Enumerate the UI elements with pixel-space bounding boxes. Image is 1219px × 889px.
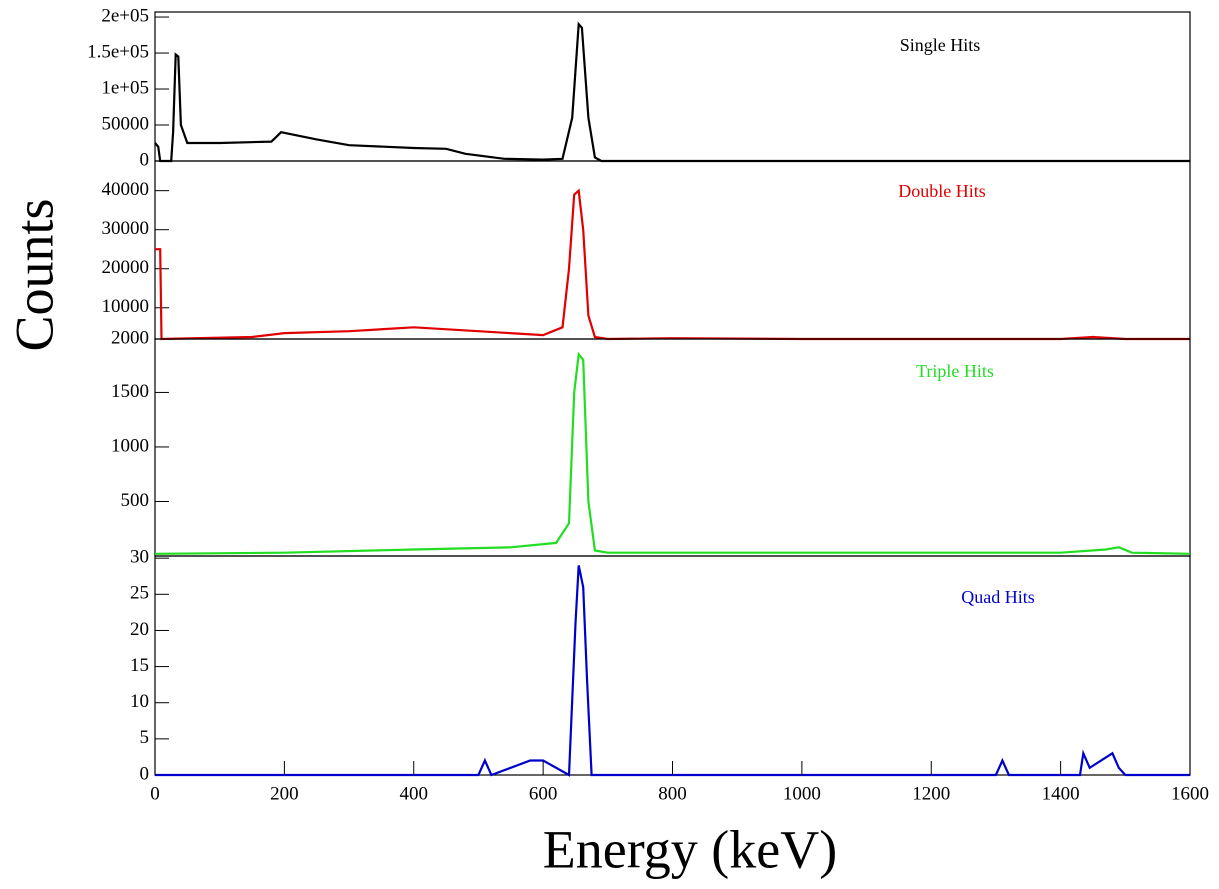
histogram-line (154, 21, 1190, 163)
panel-frame (154, 555, 1191, 776)
y-tick-label: 1.5e+05 (87, 41, 149, 62)
panel-title: Quad Hits (961, 587, 1035, 607)
x-tick-label: 1200 (912, 783, 950, 804)
y-tick-label: 30 (130, 547, 149, 568)
histogram-line (155, 188, 1190, 341)
y-tick-label: 500 (121, 490, 150, 511)
x-tick-label: 400 (400, 783, 429, 804)
histogram-line (155, 565, 1190, 777)
x-tick-label: 200 (270, 783, 299, 804)
x-tick-label: 1400 (1042, 783, 1080, 804)
y-tick-label: 5 (140, 727, 150, 748)
x-tick-label: 1600 (1171, 783, 1209, 804)
panel-title: Triple Hits (916, 361, 994, 381)
panel-title: Single Hits (900, 35, 981, 55)
x-tick-label: 800 (658, 783, 687, 804)
x-tick-label: 1000 (783, 783, 821, 804)
y-tick-label: 20 (130, 619, 149, 640)
x-tick-label: 0 (150, 783, 160, 804)
panel-title: Double Hits (898, 181, 986, 201)
y-tick-label: 1e+05 (101, 77, 149, 98)
y-tick-label: 20000 (102, 257, 150, 278)
panel-frame (154, 160, 1191, 340)
y-tick-label: 15 (130, 655, 149, 676)
y-tick-label: 40000 (102, 179, 150, 200)
y-tick-label: 2000 (111, 327, 149, 348)
y-tick-label: 30000 (102, 218, 150, 239)
y-tick-label: 50000 (102, 113, 150, 134)
panel-frame (154, 338, 1191, 557)
y-tick-label: 0 (140, 149, 150, 170)
y-axis-label: Counts (4, 198, 64, 351)
y-tick-label: 25 (130, 583, 149, 604)
x-tick-label: 600 (529, 783, 558, 804)
histogram-line (154, 351, 1191, 555)
y-tick-label: 2e+05 (101, 5, 149, 26)
y-tick-label: 10000 (102, 296, 150, 317)
y-tick-label: 1000 (111, 435, 149, 456)
y-tick-label: 1500 (111, 381, 149, 402)
y-tick-label: 0 (140, 763, 150, 784)
y-tick-label: 10 (130, 691, 149, 712)
x-axis-label: Energy (keV) (543, 819, 837, 879)
